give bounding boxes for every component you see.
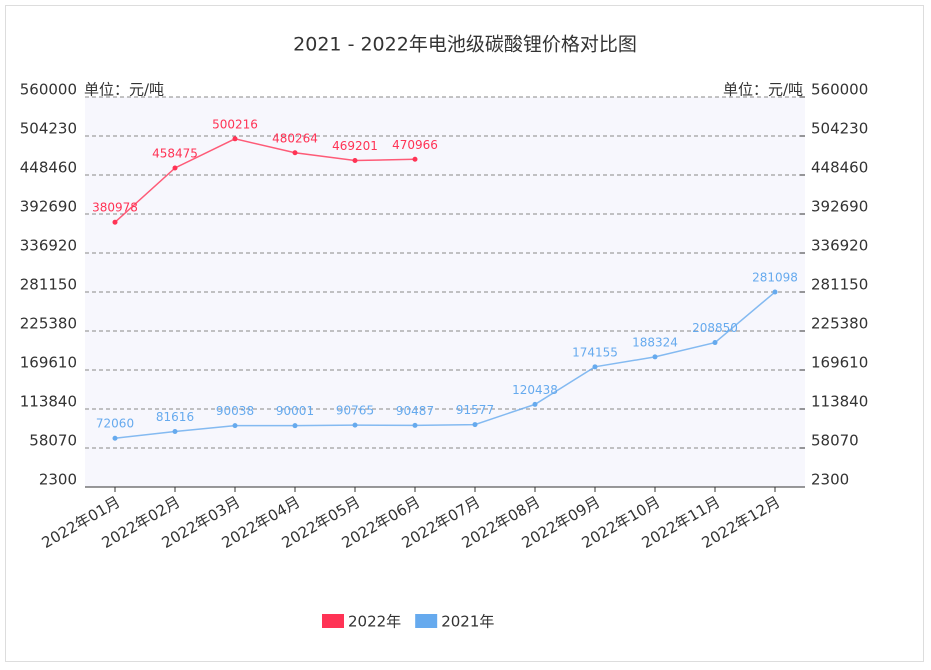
legend-label: 2022年 — [348, 613, 401, 631]
point — [112, 435, 118, 441]
point — [712, 340, 718, 346]
y2-tick-label: 392690 — [811, 198, 868, 216]
y-tick-label: 113840 — [20, 393, 77, 411]
chart-title: 2021 - 2022年电池级碳酸锂价格对比图 — [293, 34, 637, 56]
point — [592, 364, 598, 370]
y2-tick-label: 336920 — [811, 237, 868, 255]
y2-axis-label: 单位：元/吨 — [723, 81, 803, 99]
y2-tick-label: 58070 — [811, 432, 859, 450]
point — [472, 422, 478, 428]
point — [232, 423, 238, 429]
y-tick-label: 448460 — [20, 159, 77, 177]
legend-swatch — [415, 614, 438, 628]
point — [292, 150, 298, 156]
value-label: 480264 — [272, 131, 318, 145]
y-tick-label: 560000 — [20, 81, 77, 99]
value-label: 90765 — [336, 404, 374, 418]
y2-tick-label: 225380 — [811, 315, 868, 333]
point — [292, 423, 298, 429]
value-label: 470966 — [392, 138, 438, 152]
y2-tick-label: 448460 — [811, 159, 868, 177]
legend-swatch — [322, 614, 344, 628]
value-label: 281098 — [752, 271, 798, 285]
y-tick-label: 58070 — [29, 432, 77, 450]
point — [172, 165, 178, 171]
y2-tick-label: 169610 — [811, 354, 868, 372]
value-label: 188324 — [632, 335, 678, 349]
value-label: 90487 — [396, 404, 434, 418]
value-label: 72060 — [96, 417, 134, 431]
value-label: 174155 — [572, 345, 618, 359]
point — [532, 401, 538, 407]
point — [112, 219, 118, 225]
y-tick-label: 2300 — [39, 471, 77, 489]
y-tick-label: 281150 — [20, 276, 77, 294]
point — [352, 157, 358, 163]
y2-tick-label: 2300 — [811, 471, 849, 489]
point — [352, 422, 358, 428]
value-label: 208850 — [692, 321, 738, 335]
value-label: 90038 — [216, 404, 254, 418]
value-label: 380978 — [92, 201, 138, 215]
y-tick-label: 169610 — [20, 354, 77, 372]
legend-label: 2021年 — [441, 613, 494, 631]
y2-tick-label: 281150 — [811, 276, 868, 294]
value-label: 90001 — [276, 404, 314, 418]
y2-tick-label: 560000 — [811, 81, 868, 99]
y-tick-label: 336920 — [20, 237, 77, 255]
series-line — [114, 291, 776, 439]
value-label: 91577 — [456, 403, 494, 417]
point — [412, 422, 418, 428]
point — [172, 429, 178, 435]
value-label: 469201 — [332, 139, 378, 153]
value-label: 120438 — [512, 383, 558, 397]
point — [412, 156, 418, 162]
y-axis-label: 单位：元/吨 — [84, 81, 164, 99]
point — [652, 354, 658, 360]
series-line — [114, 138, 416, 223]
point — [232, 136, 238, 142]
y-tick-label: 504230 — [20, 120, 77, 138]
value-label: 500216 — [212, 117, 258, 131]
value-label: 81616 — [156, 410, 194, 424]
point — [772, 289, 778, 295]
value-label: 458475 — [152, 146, 198, 160]
y2-tick-label: 504230 — [811, 120, 868, 138]
y-tick-label: 392690 — [20, 198, 77, 216]
y-tick-label: 225380 — [20, 315, 77, 333]
y2-tick-label: 113840 — [811, 393, 868, 411]
